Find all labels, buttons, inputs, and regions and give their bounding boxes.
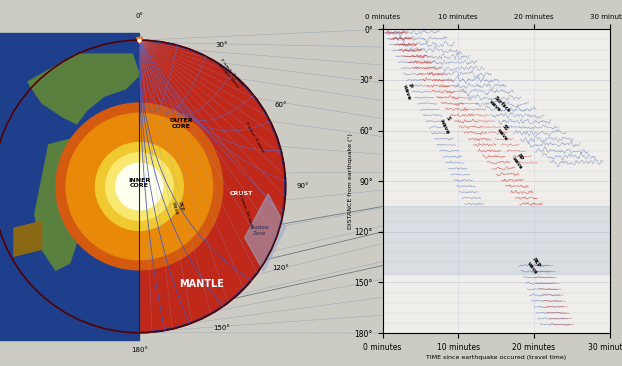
Text: PKP
wave: PKP wave — [170, 199, 185, 216]
Text: 150°: 150° — [213, 325, 230, 331]
Text: 0°: 0° — [136, 13, 143, 19]
Text: P wave, S wave
Surface Wave: P wave, S wave Surface Wave — [216, 58, 244, 90]
Text: SS
wave: SS wave — [496, 124, 513, 142]
Y-axis label: DISTANCE from earthquake (°): DISTANCE from earthquake (°) — [348, 133, 353, 229]
Text: 120°: 120° — [272, 265, 290, 271]
Text: MANTLE: MANTLE — [180, 279, 225, 289]
Text: 90°: 90° — [297, 183, 309, 190]
Text: PP
wave: PP wave — [511, 152, 528, 170]
Circle shape — [66, 113, 213, 259]
Polygon shape — [35, 138, 104, 270]
Text: P wave, S wave: P wave, S wave — [244, 121, 264, 153]
Circle shape — [95, 143, 183, 230]
Polygon shape — [244, 194, 285, 271]
Text: Shadow
Zone: Shadow Zone — [249, 225, 270, 236]
Polygon shape — [14, 221, 42, 256]
Text: S
wave: S wave — [439, 116, 456, 135]
X-axis label: TIME since earthquake occured (travel time): TIME since earthquake occured (travel ti… — [426, 355, 566, 359]
Polygon shape — [28, 54, 139, 124]
Text: INNER
CORE: INNER CORE — [128, 178, 151, 188]
Circle shape — [106, 153, 173, 220]
Text: P
wave: P wave — [401, 82, 417, 101]
Circle shape — [0, 40, 285, 333]
Circle shape — [116, 163, 163, 210]
Text: 60°: 60° — [275, 102, 287, 108]
Text: 180°: 180° — [131, 347, 148, 353]
Polygon shape — [28, 54, 139, 124]
Circle shape — [0, 42, 284, 330]
Bar — [383, 206, 610, 274]
Polygon shape — [35, 138, 104, 270]
Circle shape — [56, 103, 223, 270]
Polygon shape — [14, 221, 42, 256]
Bar — [0, 33, 139, 340]
Text: Ps wave, SS wave: Ps wave, SS wave — [237, 191, 254, 229]
Text: 30°: 30° — [215, 42, 228, 48]
Text: OUTER
CORE: OUTER CORE — [169, 118, 193, 129]
Text: Surface
wave: Surface wave — [488, 96, 511, 118]
Text: PKP
wave: PKP wave — [526, 257, 544, 275]
Text: CRUST: CRUST — [230, 191, 253, 196]
